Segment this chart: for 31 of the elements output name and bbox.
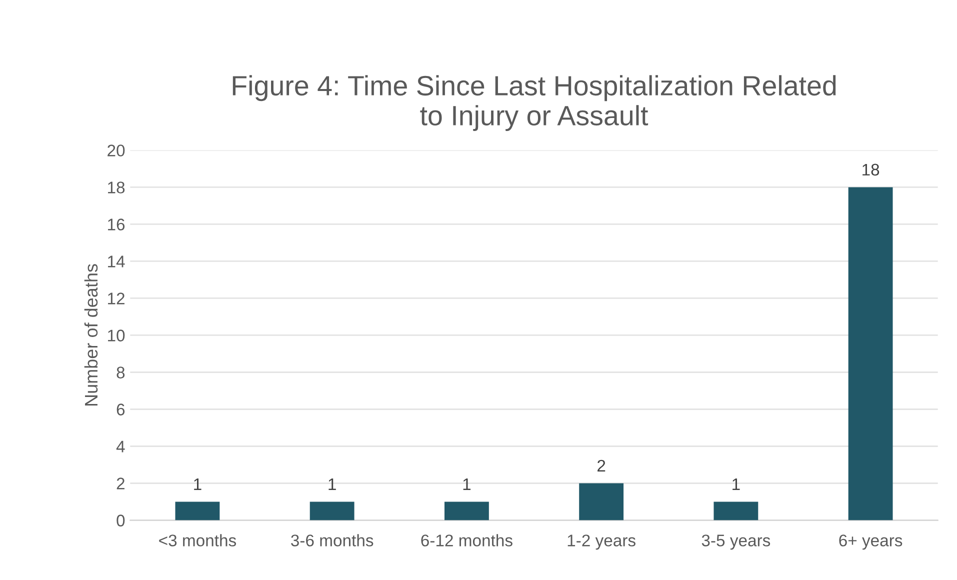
y-tick-label: 0 bbox=[116, 514, 125, 526]
chart-title: Figure 4: Time Since Last Hospitalization Related to Injury or Assault bbox=[232, 75, 836, 131]
y-axis-title: Number of deaths bbox=[84, 264, 98, 406]
data-label: 1 bbox=[463, 478, 471, 490]
y-tick-label: 12 bbox=[108, 292, 124, 304]
y-tick-label: 20 bbox=[108, 144, 125, 156]
bar bbox=[444, 502, 489, 520]
data-label: 1 bbox=[194, 478, 202, 490]
y-tick-label: 14 bbox=[108, 256, 125, 268]
bar bbox=[175, 502, 220, 520]
data-label: 1 bbox=[328, 478, 336, 490]
x-tick-label: 6+ years bbox=[839, 534, 902, 550]
y-tick-label: 10 bbox=[108, 330, 125, 342]
data-label: 2 bbox=[598, 460, 606, 472]
bar bbox=[714, 502, 758, 520]
y-tick-label: 16 bbox=[108, 218, 125, 230]
data-label: 18 bbox=[862, 164, 880, 176]
y-tick-label: 4 bbox=[116, 440, 125, 452]
data-label: 1 bbox=[732, 478, 740, 490]
y-tick-label: 8 bbox=[116, 366, 125, 378]
y-tick-label: 2 bbox=[116, 478, 124, 490]
x-tick-label: 1-2 years bbox=[568, 534, 636, 550]
bar bbox=[848, 187, 893, 520]
x-tick-label: 6-12 months bbox=[421, 534, 512, 546]
bar bbox=[310, 502, 354, 520]
bar bbox=[579, 483, 624, 520]
x-tick-label: <3 months bbox=[159, 534, 236, 546]
x-tick-label: 3-5 years bbox=[702, 534, 770, 550]
y-tick-label: 18 bbox=[108, 182, 125, 194]
y-tick-label: 6 bbox=[116, 404, 125, 416]
x-tick-label: 3-6 months bbox=[291, 534, 374, 546]
